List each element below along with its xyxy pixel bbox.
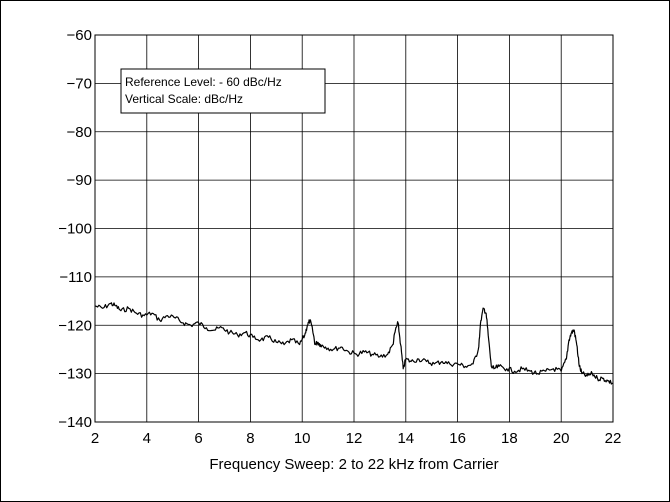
x-tick-label: 2 <box>91 430 99 447</box>
x-tick-label: 12 <box>346 430 363 447</box>
x-tick-label: 16 <box>449 430 466 447</box>
x-tick-label: 22 <box>605 430 622 447</box>
y-axis: −60 −70 −80 −90 −100 −110 −120 −130 −140 <box>58 27 92 431</box>
x-tick-label: 20 <box>553 430 570 447</box>
y-tick-label: −80 <box>67 124 92 141</box>
y-tick-label: −90 <box>67 172 92 189</box>
plot-area <box>94 34 614 423</box>
series-group <box>94 302 613 385</box>
y-tick-label: −110 <box>59 269 92 286</box>
legend-line-reference-level: Reference Level: - 60 dBc/Hz <box>125 75 282 89</box>
x-tick-label: 14 <box>397 430 414 447</box>
y-tick-label: −60 <box>67 27 92 44</box>
y-tick-label: −100 <box>58 221 92 238</box>
x-tick-label: 4 <box>143 430 151 447</box>
x-tick-label: 10 <box>294 430 311 447</box>
x-tick-label: 8 <box>246 430 254 447</box>
legend-line-vertical-scale: Vertical Scale: dBc/Hz <box>125 92 243 106</box>
series-line <box>94 302 613 385</box>
y-tick-label: −120 <box>58 317 92 334</box>
x-tick-label: 18 <box>501 430 518 447</box>
reference-legend: Reference Level: - 60 dBc/Hz Vertical Sc… <box>120 68 326 114</box>
legend-box <box>120 68 326 114</box>
x-tick-label: 6 <box>194 430 202 447</box>
x-axis: 2 4 6 8 10 12 14 16 18 20 22 <box>91 430 622 447</box>
y-tick-label: −70 <box>67 75 92 92</box>
y-tick-label: −130 <box>58 366 92 383</box>
x-axis-label: Frequency Sweep: 2 to 22 kHz from Carrie… <box>209 456 498 473</box>
y-tick-label: −140 <box>58 414 92 431</box>
